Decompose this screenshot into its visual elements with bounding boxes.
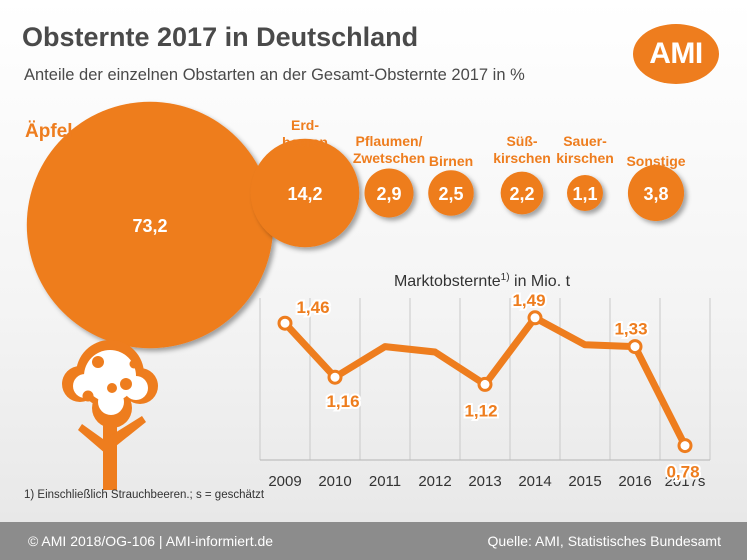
bubble [428, 170, 474, 216]
data-point-marker [327, 369, 343, 385]
x-tick-label: 2017s [665, 473, 706, 490]
bubble-category-label: Süß-kirschen [493, 133, 551, 166]
data-label: 0,78 [666, 463, 699, 482]
x-tick-label: 2010 [318, 473, 351, 490]
bubble-value-label: 2,9 [376, 184, 401, 204]
bubble-value-label: 73,2 [132, 216, 167, 236]
bubble [250, 138, 360, 248]
x-tick-label: 2014 [518, 473, 551, 490]
bubble-category-label: Pflaumen/Zwetschen [353, 133, 425, 166]
bubble-category-label: Sonstige [626, 153, 685, 169]
data-label: 1,16 [326, 392, 359, 411]
x-tick-label: 2015 [568, 473, 601, 490]
bubble-value-label: 3,8 [643, 184, 668, 204]
bubble-category-label: Birnen [429, 153, 473, 169]
x-tick-label: 2012 [418, 473, 451, 490]
bubble-value-label: 1,1 [572, 184, 597, 204]
data-point-marker [477, 376, 493, 392]
line-chart-title: Marktobsternte1) in Mio. t [394, 272, 571, 290]
bubble [627, 164, 685, 222]
data-point-marker [527, 310, 543, 326]
chart-subtitle: Anteile der einzelnen Obstarten an der G… [24, 66, 525, 84]
bubble-category-label: Sauer-kirschen [556, 133, 614, 166]
data-label: 1,33 [614, 320, 647, 339]
x-tick-label: 2009 [268, 473, 301, 490]
x-tick-label: 2011 [369, 473, 401, 490]
data-label: 1,46 [296, 298, 329, 317]
bubble-category-label: Äpfel [25, 121, 73, 142]
chart-canvas: 73,2 Äpfel 14,2 Erd-beeren 2,9 Pflaumen/Zwets… [25, 101, 711, 490]
line-chart: Marktobsternte1) in Mio. t 2009 2010 2011 2… [259, 272, 711, 490]
apple-tree-icon [62, 340, 158, 490]
source-text: Quelle: AMI, Statistisches Bundesamt [487, 533, 721, 549]
bubble-value-label: 2,5 [438, 184, 463, 204]
bubble-value-label: 14,2 [287, 184, 322, 204]
data-label: 1,12 [464, 401, 497, 420]
ami-logo: AMI [633, 24, 719, 84]
data-point-marker [627, 339, 643, 355]
bubble [500, 171, 544, 215]
bubble-value-label: 2,2 [509, 184, 534, 204]
bubble [26, 101, 274, 349]
footer-bar: © AMI 2018/OG-106 | AMI-informiert.de Qu… [0, 522, 747, 560]
footnote: 1) Einschließlich Strauchbeeren.; s = ge… [24, 489, 265, 501]
x-tick-label: 2016 [618, 473, 651, 490]
bubble [364, 168, 414, 218]
chart-title: Obsternte 2017 in Deutschland [22, 22, 419, 52]
data-label: 1,49 [512, 291, 545, 310]
bubble-chart: 73,2 Äpfel 14,2 Erd-beeren 2,9 Pflaumen/Zwets… [25, 101, 686, 349]
x-tick-label: 2013 [468, 473, 501, 490]
bubble [567, 175, 603, 211]
data-point-marker [677, 438, 693, 454]
data-point-marker [277, 315, 293, 331]
copyright-text: © AMI 2018/OG-106 | AMI-informiert.de [28, 533, 274, 549]
bubble-category-label: Erd-beeren [282, 117, 328, 150]
